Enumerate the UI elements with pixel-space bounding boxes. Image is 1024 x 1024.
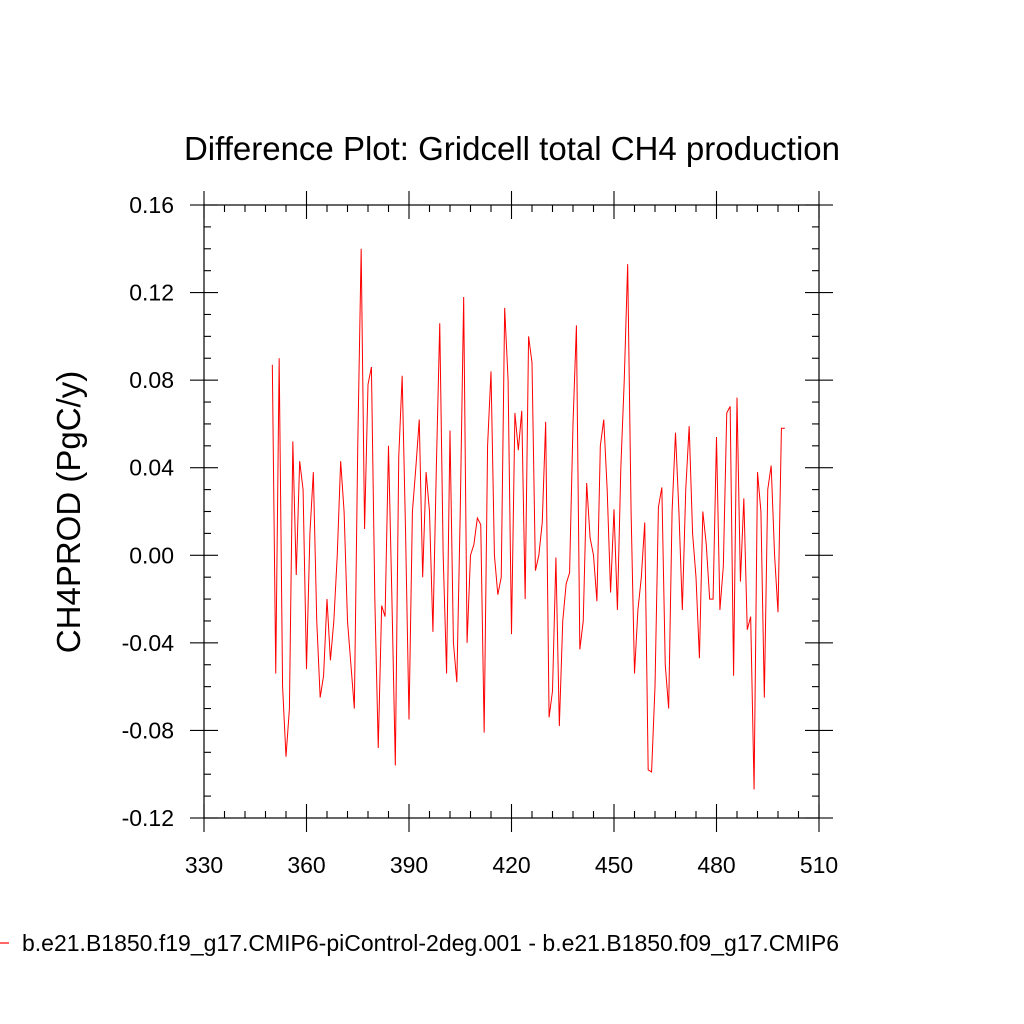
y-tick-label: 0.08	[129, 367, 174, 393]
y-tick-label: 0.12	[129, 280, 174, 306]
y-tick-label: 0.04	[129, 455, 174, 481]
x-tick-label: 510	[800, 852, 838, 878]
x-tick-label: 330	[185, 852, 223, 878]
y-tick-label: -0.08	[122, 717, 174, 743]
x-tick-label: 390	[390, 852, 428, 878]
x-tick-label: 360	[287, 852, 325, 878]
y-axis-label: CH4PROD (PgC/y)	[50, 371, 87, 653]
axis-ticks	[190, 191, 833, 832]
y-tick-label: -0.04	[122, 630, 175, 656]
x-tick-label: 480	[697, 852, 735, 878]
plot-frame	[203, 204, 820, 819]
axis-tick-labels: 330 360 390 420 450 480 510 -0.12 -0.08 -0.04 0.00…	[122, 192, 839, 878]
y-tick-label: 0.00	[129, 542, 174, 568]
chart-title: Difference Plot: Gridcell total CH4 prod…	[184, 130, 840, 167]
x-tick-label: 420	[492, 852, 530, 878]
series-line-0	[271, 248, 785, 790]
y-tick-label: -0.12	[122, 805, 174, 831]
x-tick-label: 450	[595, 852, 633, 878]
y-tick-label: 0.16	[129, 192, 174, 218]
legend-label: b.e21.B1850.f19_g17.CMIP6-piControl-2deg…	[22, 930, 839, 956]
data-series	[271, 248, 785, 790]
